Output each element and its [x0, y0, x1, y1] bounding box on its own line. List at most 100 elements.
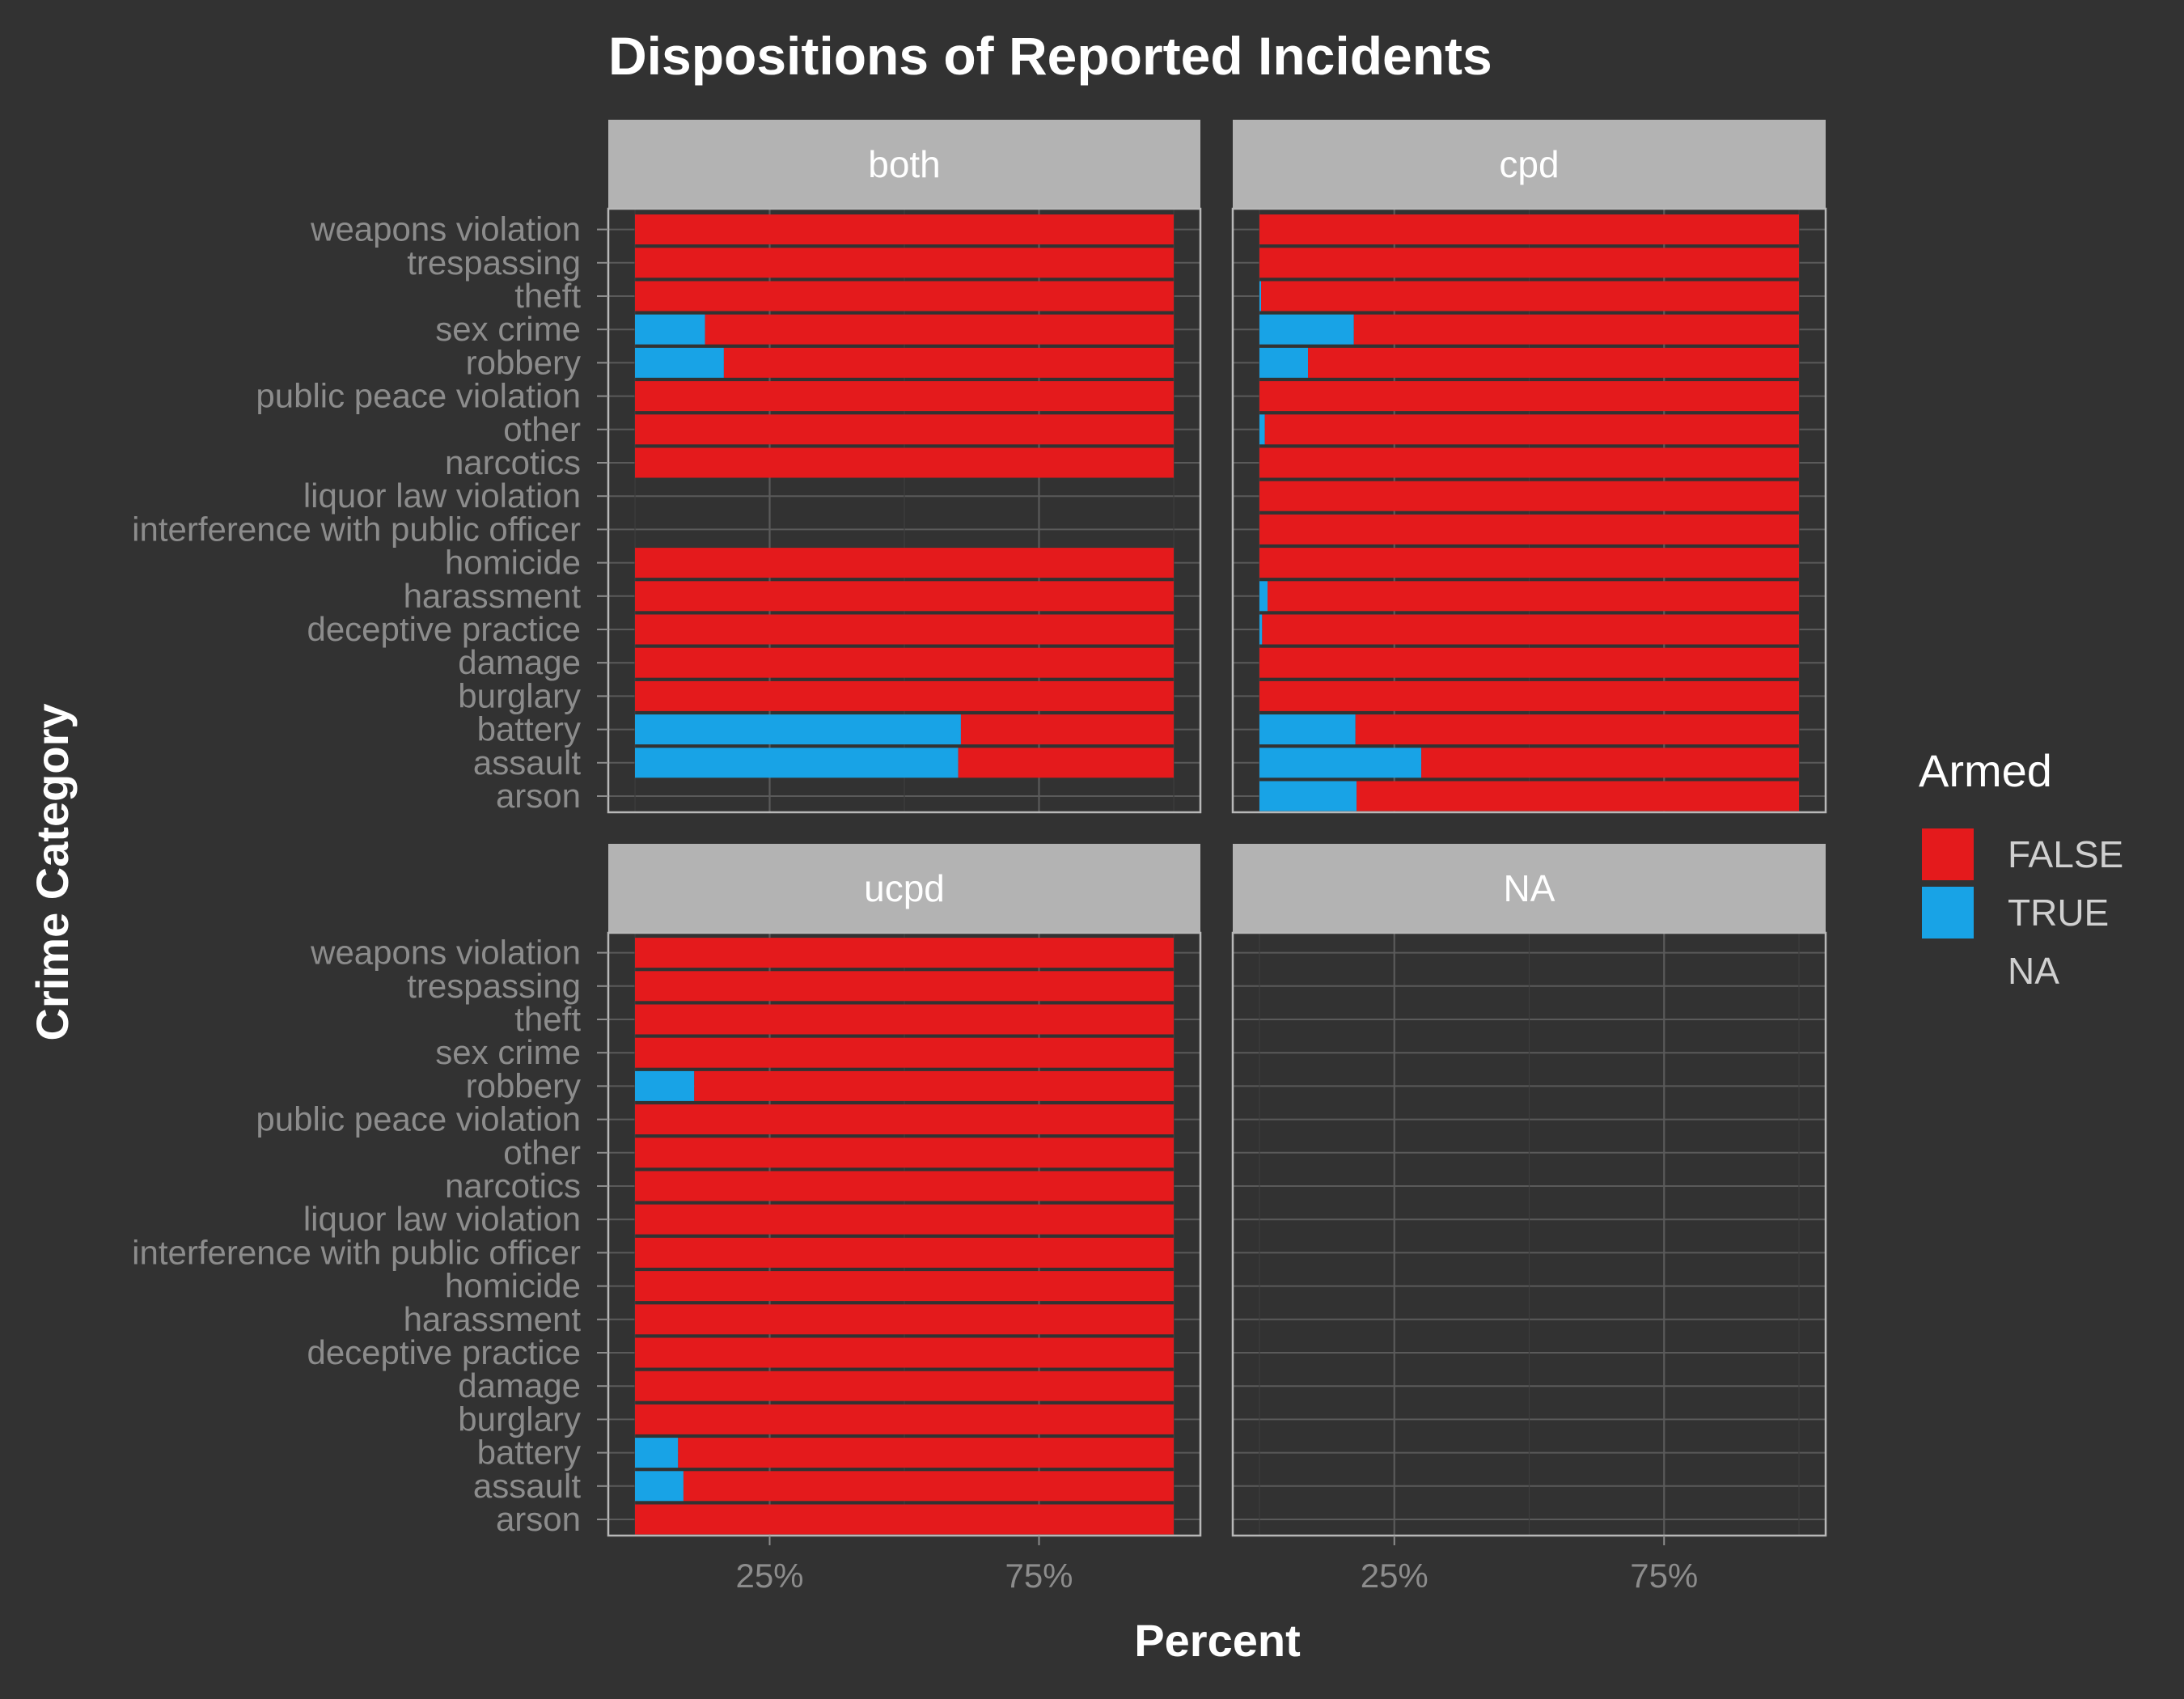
- bar-false-robbery: [694, 1070, 1174, 1101]
- bar-false-robbery: [723, 347, 1174, 378]
- y-tick-label-robbery: robbery: [466, 343, 581, 381]
- bar-true-robbery: [635, 347, 724, 378]
- x-tick-label-25: 25%: [735, 1557, 803, 1595]
- bars-cpd: [1259, 214, 1799, 811]
- bar-false-public-peace-violation: [635, 1104, 1174, 1135]
- y-tick-labels-both: arsonassaultbatteryburglarydamagedecepti…: [132, 210, 608, 815]
- bar-false-damage: [635, 647, 1174, 678]
- legend-label-false: FALSE: [2008, 833, 2123, 875]
- y-tick-label-other: other: [503, 1133, 581, 1172]
- bar-true-assault: [635, 748, 959, 778]
- bar-false-burglary: [1259, 680, 1799, 711]
- bar-false-harassment: [635, 1304, 1174, 1335]
- x-axis-title: Percent: [1134, 1615, 1300, 1666]
- bar-false-weapons-violation: [635, 214, 1174, 245]
- bar-true-sex-crime: [635, 314, 705, 345]
- bar-true-battery: [635, 1438, 679, 1468]
- bar-false-deceptive-practice: [635, 614, 1174, 645]
- bar-false-interference-with-public-officer: [635, 1237, 1174, 1268]
- bar-true-arson: [1259, 781, 1357, 811]
- strip-cpd: [1233, 120, 1826, 209]
- bar-false-weapons-violation: [635, 938, 1174, 968]
- bar-true-sex-crime: [1259, 314, 1354, 345]
- bar-false-homicide: [635, 1271, 1174, 1302]
- bar-false-burglary: [635, 680, 1174, 711]
- strip-label-na: NA: [1504, 867, 1555, 909]
- y-tick-label-trespassing: trespassing: [407, 244, 581, 282]
- x-tick-labels-na: 25% 75%: [1361, 1536, 1698, 1595]
- bar-false-homicide: [635, 548, 1174, 578]
- bar-false-deceptive-practice: [1262, 614, 1799, 645]
- bar-false-damage: [1259, 647, 1799, 678]
- panel-ucpd: ucpd arsonassaultbatteryburglarydamagedec…: [132, 844, 1202, 1595]
- y-tick-label-arson: arson: [496, 777, 581, 815]
- bar-false-other: [635, 1138, 1174, 1168]
- bar-false-liquor-law-violation: [1259, 481, 1799, 511]
- y-tick-label-deceptive-practice: deceptive practice: [307, 610, 581, 648]
- panel-both: both arsonassaultbatteryburglarydamagedec…: [132, 120, 1202, 815]
- legend-key-false: [1922, 828, 1974, 880]
- legend: Armed FALSE TRUE NA: [1919, 745, 2123, 992]
- bar-true-harassment: [1259, 581, 1268, 612]
- y-tick-label-robbery: robbery: [466, 1066, 581, 1104]
- bar-false-theft: [1261, 281, 1799, 311]
- bar-false-arson: [1357, 781, 1799, 811]
- facet-panels: botharsonassaultbatteryburglarydamagedec…: [132, 120, 1827, 1595]
- y-tick-label-theft: theft: [514, 1000, 581, 1038]
- bar-false-battery: [678, 1438, 1174, 1468]
- bar-false-narcotics: [635, 1171, 1174, 1201]
- y-tick-label-theft: theft: [514, 277, 581, 315]
- y-tick-label-damage: damage: [458, 1366, 581, 1405]
- y-tick-label-public-peace-violation: public peace violation: [256, 1100, 581, 1138]
- y-tick-label-deceptive-practice: deceptive practice: [307, 1333, 581, 1371]
- legend-title: Armed: [1919, 745, 2052, 796]
- panel-border-cpd: [1231, 207, 1827, 814]
- bar-false-arson: [635, 1504, 1174, 1535]
- y-tick-label-sex-crime: sex crime: [435, 1033, 581, 1071]
- y-tick-label-burglary: burglary: [458, 676, 581, 714]
- x-tick-label-75: 75%: [1630, 1557, 1698, 1595]
- y-tick-label-narcotics: narcotics: [445, 443, 581, 481]
- legend-entries: FALSE TRUE NA: [1922, 828, 2123, 992]
- y-tick-label-harassment: harassment: [404, 577, 582, 615]
- y-tick-label-burglary: burglary: [458, 1400, 581, 1438]
- y-tick-label-harassment: harassment: [404, 1300, 582, 1338]
- y-tick-label-public-peace-violation: public peace violation: [256, 377, 581, 415]
- y-tick-label-liquor-law-violation: liquor law violation: [303, 1200, 581, 1238]
- bar-true-assault: [1259, 748, 1422, 778]
- y-axis-title: Crime Category: [27, 703, 78, 1040]
- bar-false-robbery: [1308, 347, 1799, 378]
- bar-false-battery: [1355, 714, 1799, 745]
- y-tick-label-battery: battery: [477, 1434, 581, 1472]
- bar-false-deceptive-practice: [635, 1337, 1174, 1368]
- strip-label-both: both: [868, 143, 941, 185]
- y-tick-label-homicide: homicide: [445, 1267, 581, 1305]
- y-tick-label-assault: assault: [473, 1467, 581, 1505]
- bar-false-harassment: [1268, 581, 1799, 612]
- strip-label-cpd: cpd: [1499, 143, 1559, 185]
- panel-border-both: [607, 207, 1202, 814]
- y-tick-label-battery: battery: [477, 710, 581, 748]
- bar-true-robbery: [635, 1070, 695, 1101]
- y-tick-label-liquor-law-violation: liquor law violation: [303, 477, 581, 515]
- bar-false-battery: [960, 714, 1174, 745]
- bars-ucpd: [635, 938, 1174, 1535]
- y-tick-label-weapons-violation: weapons violation: [310, 210, 581, 248]
- bar-false-theft: [635, 1004, 1174, 1035]
- bar-false-other: [1264, 414, 1799, 445]
- chart-title: Dispositions of Reported Incidents: [608, 26, 1492, 86]
- bar-false-theft: [635, 281, 1174, 311]
- y-tick-label-interference-with-public-officer: interference with public officer: [132, 1233, 581, 1271]
- bar-false-homicide: [1259, 548, 1799, 578]
- bar-true-theft: [1259, 281, 1262, 311]
- bar-false-liquor-law-violation: [635, 1204, 1174, 1235]
- panel-cpd: cpd: [1231, 120, 1827, 814]
- bars-both: [635, 214, 1174, 778]
- strip-label-ucpd: ucpd: [864, 867, 945, 909]
- bar-false-sex-crime: [1353, 314, 1799, 345]
- strip-both: [608, 120, 1200, 209]
- strip-ucpd: [608, 844, 1200, 933]
- y-tick-label-arson: arson: [496, 1500, 581, 1538]
- bar-false-interference-with-public-officer: [1259, 514, 1799, 544]
